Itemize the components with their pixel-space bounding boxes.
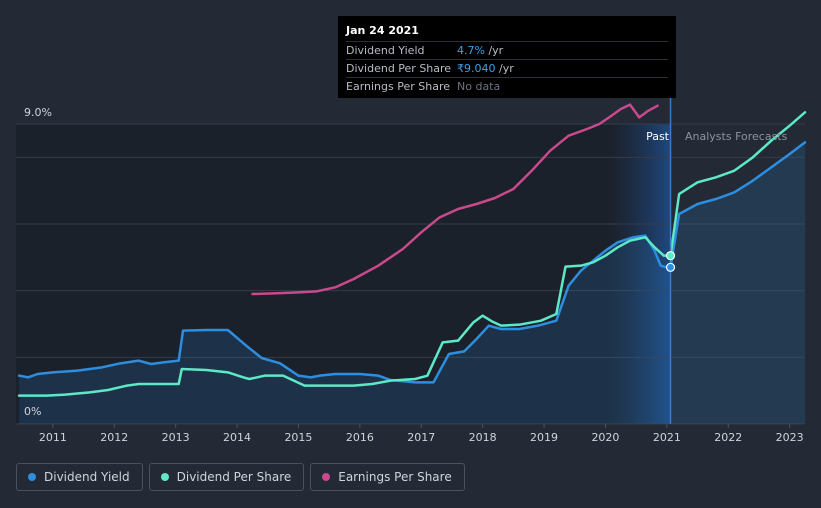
x-tick-label: 2023	[776, 431, 804, 444]
tooltip-value-unit: /yr	[495, 62, 514, 75]
tooltip-value: No data	[457, 80, 500, 93]
markers	[665, 251, 676, 272]
legend-label: Dividend Per Share	[176, 470, 292, 484]
x-tick-label: 2017	[407, 431, 435, 444]
y-axis-top-label: 9.0%	[24, 106, 52, 119]
dividend-yield-area	[19, 142, 805, 425]
legend-item-dividend-yield[interactable]: Dividend Yield	[16, 463, 143, 491]
x-tick-label: 2015	[284, 431, 312, 444]
x-tick-label: 2011	[39, 431, 67, 444]
past-label: Past	[646, 130, 670, 143]
x-tick-label: 2022	[714, 431, 742, 444]
tooltip-label: Earnings Per Share	[346, 80, 451, 93]
x-tick-label: 2019	[530, 431, 558, 444]
tooltip-value-unit: /yr	[484, 44, 504, 57]
legend-item-dividend-per-share[interactable]: Dividend Per Share	[148, 463, 305, 491]
tooltip-row: Dividend Yield 4.7% /yr	[346, 41, 668, 59]
grid-lines	[16, 123, 805, 425]
legend-swatch	[160, 473, 169, 481]
legend: Dividend Yield Dividend Per Share Earnin…	[16, 463, 465, 491]
tooltip: Jan 24 2021 Dividend Yield 4.7% /yr Divi…	[338, 16, 676, 98]
tooltip-label: Dividend Per Share	[346, 62, 452, 75]
x-axis-ticks: 2011 2012 2013 2014 2015 2016 2017 2018 2019 2020…	[39, 424, 804, 444]
past-highlight	[608, 124, 671, 424]
analysts-forecasts-label: Analysts Forecasts	[685, 130, 788, 143]
tooltip-label: Dividend Yield	[346, 44, 425, 57]
dividend-per-share-marker	[665, 251, 676, 261]
x-tick-label: 2014	[223, 431, 251, 444]
x-tick-label: 2013	[162, 431, 190, 444]
tooltip-row: Dividend Per Share ₹9.040 /yr	[346, 59, 668, 77]
y-axis-bottom-label: 0%	[24, 405, 41, 418]
legend-swatch	[28, 473, 36, 481]
tooltip-value-number: 4.7%	[457, 44, 485, 57]
x-tick-label: 2012	[100, 431, 128, 444]
tooltip-row: Earnings Per Share No data	[346, 77, 668, 95]
dividend-yield-marker	[665, 262, 676, 272]
legend-swatch	[322, 473, 331, 481]
tooltip-value-number: ₹9.040	[457, 62, 496, 75]
x-tick-label: 2016	[346, 431, 374, 444]
earnings-per-share-line	[251, 103, 659, 296]
legend-label: Dividend Yield	[44, 470, 130, 484]
x-tick-label: 2018	[469, 431, 497, 444]
dividend-yield-area-fill	[19, 142, 805, 425]
x-tick-label: 2021	[653, 431, 681, 444]
legend-item-earnings-per-share[interactable]: Earnings Per Share	[310, 463, 465, 491]
x-tick-label: 2020	[591, 431, 619, 444]
tooltip-value-number: No data	[457, 80, 501, 93]
legend-label: Earnings Per Share	[338, 470, 452, 484]
tooltip-value: 4.7% /yr	[457, 44, 503, 57]
tooltip-date: Jan 24 2021	[346, 24, 419, 37]
tooltip-value: ₹9.040 /yr	[457, 62, 514, 75]
